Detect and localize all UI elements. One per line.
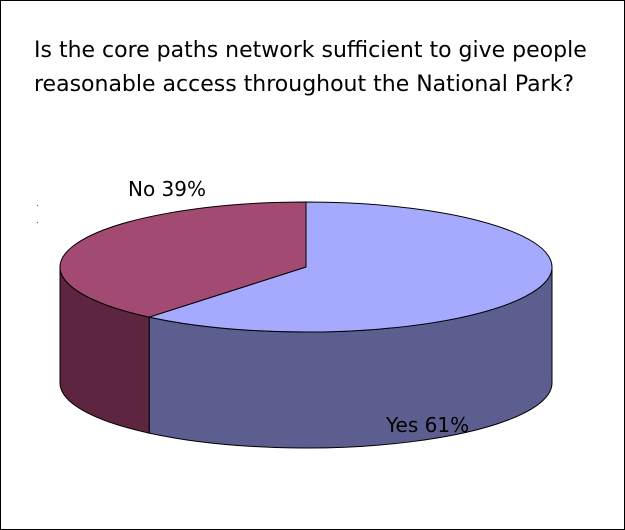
tick-mark <box>36 221 39 224</box>
tick-mark <box>36 204 39 207</box>
data-label-yes: Yes 61% <box>385 413 469 437</box>
pie-slice-no <box>59 201 307 318</box>
survey-question: Is the core paths network sufficient to … <box>34 38 587 97</box>
pie-slice-yes <box>147 201 553 333</box>
data-label-no: No 39% <box>128 177 206 201</box>
